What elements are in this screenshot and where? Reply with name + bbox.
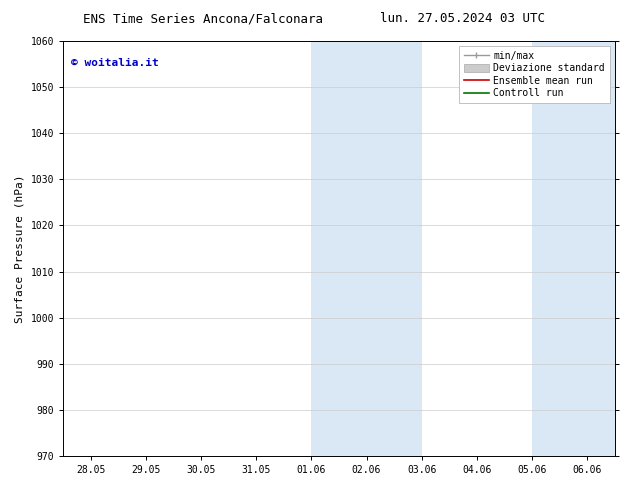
Text: © woitalia.it: © woitalia.it [72,58,159,68]
Text: ENS Time Series Ancona/Falconara: ENS Time Series Ancona/Falconara [83,12,323,25]
Bar [532,41,615,456]
Y-axis label: Surface Pressure (hPa): Surface Pressure (hPa) [15,174,25,323]
Legend: min/max, Deviazione standard, Ensemble mean run, Controll run: min/max, Deviazione standard, Ensemble m… [460,46,610,103]
Text: lun. 27.05.2024 03 UTC: lun. 27.05.2024 03 UTC [380,12,545,25]
Bar [311,41,422,456]
